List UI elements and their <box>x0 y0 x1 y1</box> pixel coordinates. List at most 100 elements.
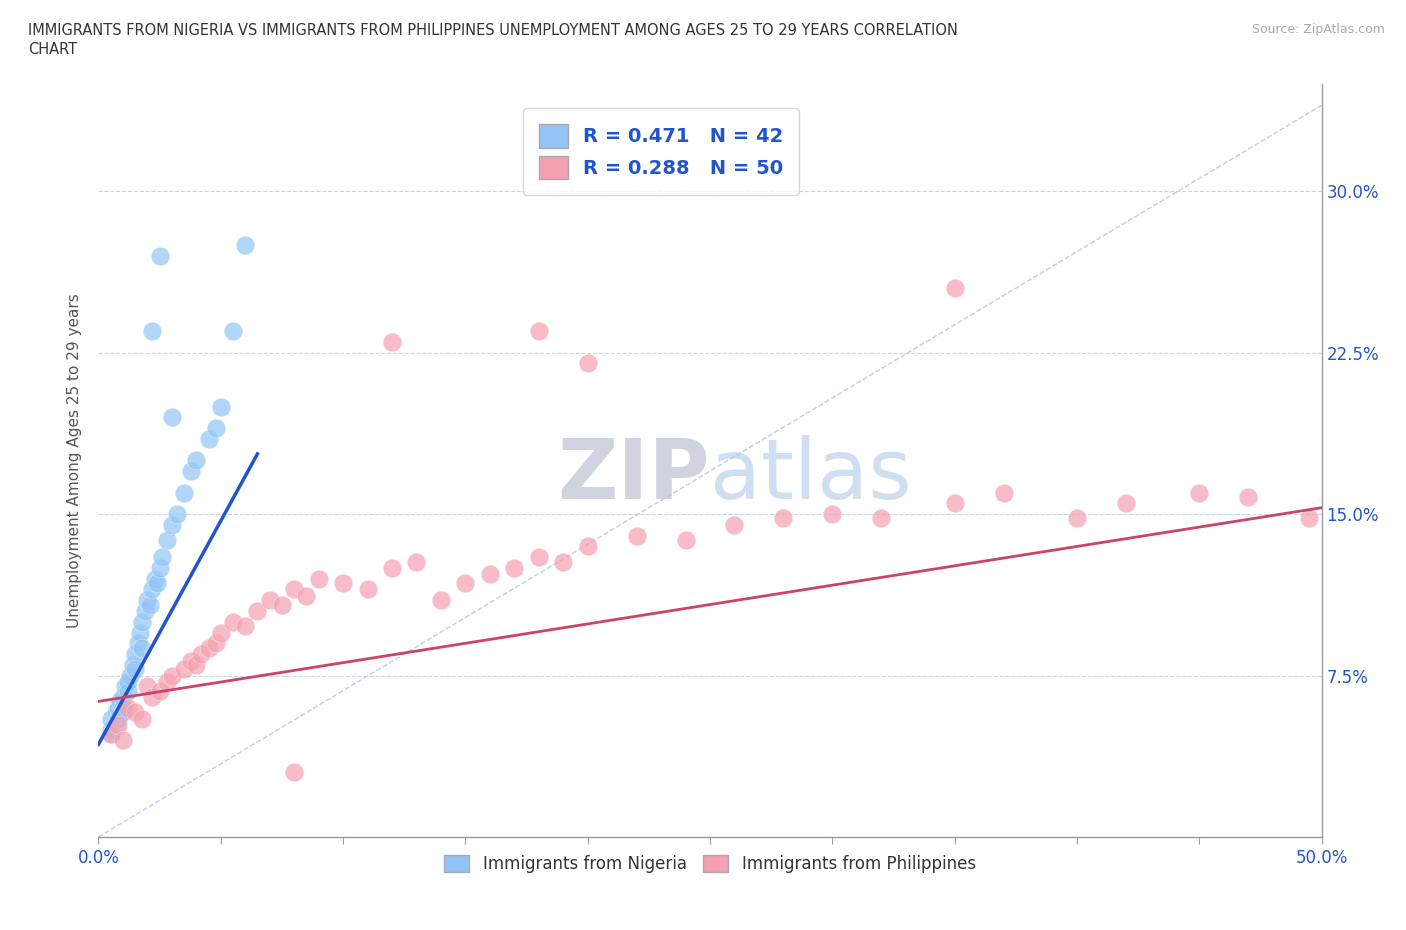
Point <box>821 507 844 522</box>
Point <box>100 726 122 741</box>
Point <box>139 597 162 612</box>
Point <box>117 700 139 715</box>
Point <box>186 658 208 672</box>
Point <box>675 533 697 548</box>
Point <box>180 464 202 479</box>
Point <box>107 711 129 726</box>
Point <box>870 511 893 525</box>
Point <box>381 335 404 350</box>
Point <box>454 576 477 591</box>
Point <box>503 561 526 576</box>
Point <box>124 661 146 676</box>
Point <box>527 324 550 339</box>
Point <box>129 625 152 640</box>
Point <box>149 684 172 698</box>
Point <box>772 511 794 525</box>
Point <box>141 324 163 339</box>
Point <box>381 561 404 576</box>
Point <box>131 640 153 655</box>
Point <box>1115 496 1137 511</box>
Point <box>131 711 153 726</box>
Point <box>173 485 195 500</box>
Point <box>308 571 330 586</box>
Point <box>111 733 134 748</box>
Point <box>111 705 134 720</box>
Point <box>553 554 575 569</box>
Point <box>1066 511 1088 525</box>
Point <box>127 636 149 651</box>
Point <box>222 615 245 630</box>
Point <box>136 592 159 607</box>
Point <box>131 615 153 630</box>
Point <box>576 356 599 371</box>
Point <box>197 432 219 446</box>
Point <box>430 592 453 607</box>
Point <box>233 618 256 633</box>
Point <box>100 711 122 726</box>
Point <box>124 646 146 661</box>
Point <box>190 646 212 661</box>
Point <box>146 576 169 591</box>
Point <box>723 517 745 532</box>
Point <box>107 718 129 733</box>
Point <box>143 571 166 586</box>
Text: IMMIGRANTS FROM NIGERIA VS IMMIGRANTS FROM PHILIPPINES UNEMPLOYMENT AMONG AGES 2: IMMIGRANTS FROM NIGERIA VS IMMIGRANTS FR… <box>28 23 957 38</box>
Point <box>124 705 146 720</box>
Point <box>283 765 305 780</box>
Point <box>160 517 183 532</box>
Point <box>943 281 966 296</box>
Point <box>150 550 173 565</box>
Point <box>114 679 136 694</box>
Point <box>117 674 139 689</box>
Point <box>478 567 501 582</box>
Text: CHART: CHART <box>28 42 77 57</box>
Point <box>166 507 188 522</box>
Point <box>180 653 202 668</box>
Point <box>943 496 966 511</box>
Point <box>186 453 208 468</box>
Point <box>156 533 179 548</box>
Point <box>1237 489 1260 504</box>
Point <box>120 668 142 683</box>
Point <box>141 582 163 597</box>
Point <box>626 528 648 543</box>
Point <box>117 684 139 698</box>
Point <box>141 690 163 705</box>
Point <box>205 636 228 651</box>
Point <box>222 324 245 339</box>
Point <box>149 248 172 263</box>
Point <box>576 539 599 554</box>
Legend: Immigrants from Nigeria, Immigrants from Philippines: Immigrants from Nigeria, Immigrants from… <box>436 846 984 882</box>
Point <box>283 582 305 597</box>
Point <box>100 722 122 737</box>
Point <box>405 554 427 569</box>
Point <box>160 668 183 683</box>
Point <box>107 700 129 715</box>
Point <box>149 561 172 576</box>
Point <box>156 674 179 689</box>
Y-axis label: Unemployment Among Ages 25 to 29 years: Unemployment Among Ages 25 to 29 years <box>67 293 83 628</box>
Text: ZIP: ZIP <box>558 435 710 516</box>
Point <box>121 658 143 672</box>
Point <box>104 718 127 733</box>
Point <box>205 420 228 435</box>
Point <box>259 592 281 607</box>
Point <box>270 597 294 612</box>
Point <box>173 661 195 676</box>
Point <box>993 485 1015 500</box>
Point <box>110 707 132 722</box>
Point <box>111 690 134 705</box>
Point <box>332 576 354 591</box>
Point <box>110 694 132 709</box>
Point <box>111 700 134 715</box>
Text: Source: ZipAtlas.com: Source: ZipAtlas.com <box>1251 23 1385 36</box>
Point <box>356 582 378 597</box>
Point <box>1188 485 1211 500</box>
Point <box>136 679 159 694</box>
Point <box>197 640 219 655</box>
Point <box>1298 511 1320 525</box>
Point <box>134 604 156 618</box>
Point <box>100 726 122 741</box>
Point <box>527 550 550 565</box>
Point <box>209 625 232 640</box>
